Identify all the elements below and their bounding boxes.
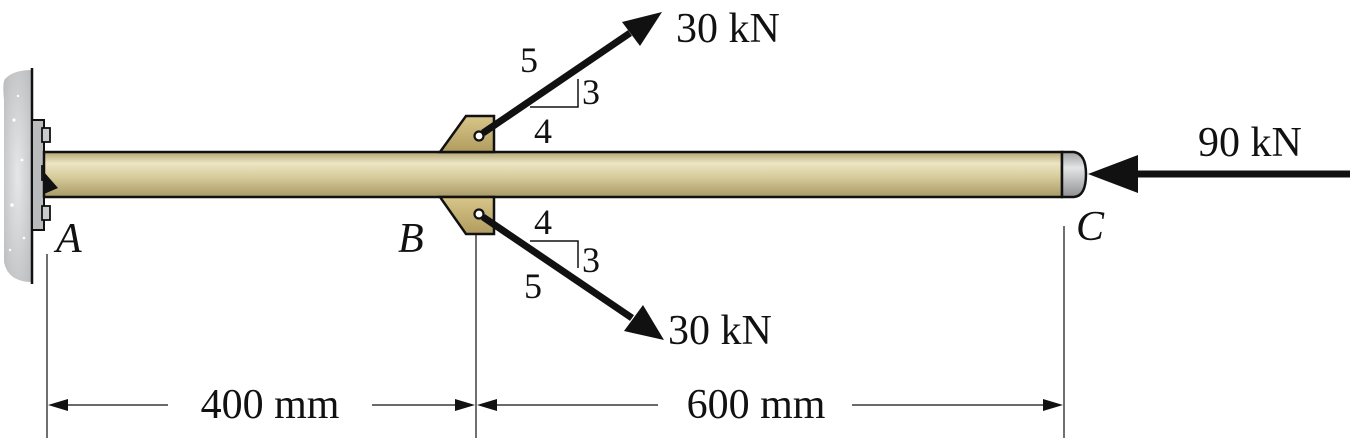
bolt-icon bbox=[41, 205, 51, 221]
lower-slope-rise: 3 bbox=[582, 240, 600, 280]
lower-force-label: 30 kN bbox=[668, 308, 772, 354]
lower-force-arrow bbox=[481, 214, 664, 340]
end-cap bbox=[1060, 150, 1088, 199]
dimension-line-bc bbox=[477, 399, 1063, 411]
lower-slope-run: 4 bbox=[534, 202, 552, 242]
pin-icon bbox=[473, 208, 485, 220]
wall-support bbox=[3, 68, 34, 284]
dimension-ab-label: 400 mm bbox=[201, 382, 340, 428]
point-b-label: B bbox=[398, 216, 424, 262]
upper-slope-triangle bbox=[530, 79, 579, 108]
dimension-bc-label: 600 mm bbox=[687, 382, 826, 428]
lower-slope-hyp: 5 bbox=[524, 266, 542, 306]
axial-force-label: 90 kN bbox=[1198, 120, 1302, 166]
bolt-icon bbox=[41, 127, 51, 143]
upper-force-label: 30 kN bbox=[676, 6, 780, 52]
bracket bbox=[437, 114, 496, 236]
upper-slope-rise: 3 bbox=[582, 72, 600, 112]
pin-icon bbox=[473, 130, 485, 142]
lower-slope-triangle bbox=[530, 240, 579, 268]
rod bbox=[42, 150, 1064, 199]
point-a-label: A bbox=[53, 216, 82, 262]
upper-force-arrow bbox=[481, 12, 662, 136]
dimension-line-ab bbox=[48, 399, 475, 411]
upper-slope-hyp: 5 bbox=[520, 40, 538, 80]
dimension-extension-lines bbox=[46, 226, 1065, 438]
upper-slope-run: 4 bbox=[534, 111, 552, 151]
axial-force-arrow bbox=[1088, 155, 1350, 193]
point-c-label: C bbox=[1076, 204, 1105, 250]
